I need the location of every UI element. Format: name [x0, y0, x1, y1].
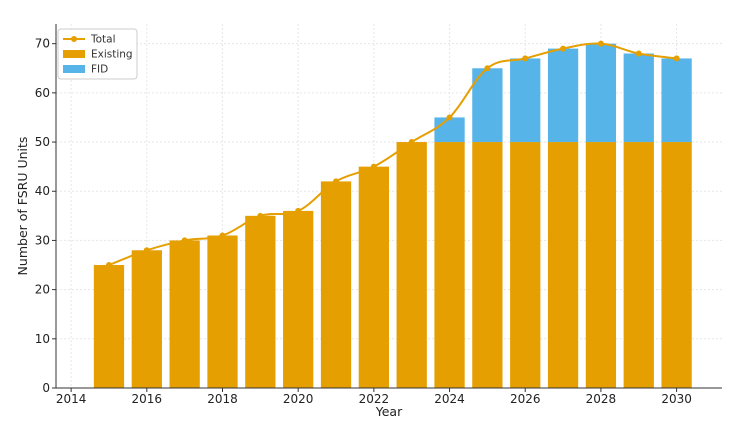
- total-point-2018: [219, 232, 226, 239]
- total-point-2016: [143, 247, 150, 254]
- bar-fid-2024: [434, 117, 465, 143]
- legend-existing-label: Existing: [91, 49, 133, 61]
- total-point-2020: [295, 207, 302, 214]
- bars: [93, 43, 692, 388]
- legend-total-marker: [71, 36, 77, 42]
- total-point-2029: [635, 50, 642, 57]
- legend-total-label: Total: [90, 34, 116, 46]
- y-tick-label: 50: [35, 135, 50, 149]
- x-tick-label: 2020: [283, 392, 314, 406]
- bar-existing-2024: [434, 142, 465, 388]
- legend: Total Existing FID: [57, 28, 138, 80]
- bar-existing-2016: [131, 250, 162, 388]
- bar-fid-2027: [547, 48, 579, 143]
- legend-existing-swatch: [63, 50, 85, 58]
- y-tick-label: 10: [35, 332, 50, 346]
- total-point-2025: [484, 65, 491, 72]
- total-point-2028: [597, 40, 604, 47]
- total-point-2022: [370, 163, 377, 170]
- x-tick-label: 2024: [434, 392, 465, 406]
- total-point-2021: [333, 178, 340, 185]
- legend-fid-swatch: [63, 65, 85, 73]
- total-point-2024: [446, 114, 453, 121]
- bar-existing-2021: [320, 181, 352, 388]
- bar-existing-2019: [245, 215, 276, 388]
- bar-fid-2030: [661, 58, 692, 143]
- x-tick-label: 2016: [132, 392, 163, 406]
- bar-existing-2028: [585, 142, 617, 388]
- x-tick-label: 2022: [359, 392, 390, 406]
- bar-existing-2025: [472, 142, 503, 388]
- y-tick-label: 40: [35, 184, 50, 198]
- total-point-2027: [560, 45, 567, 52]
- total-point-2017: [181, 237, 188, 244]
- total-point-2026: [522, 55, 529, 62]
- bar-existing-2018: [207, 235, 238, 388]
- total-line-path: [108, 42, 677, 266]
- bar-existing-2027: [547, 142, 579, 388]
- bar-fid-2028: [585, 43, 617, 143]
- total-point-2023: [408, 139, 415, 146]
- x-tick-label: 2026: [510, 392, 541, 406]
- y-tick-label: 60: [35, 86, 50, 100]
- bar-existing-2015: [93, 265, 125, 388]
- ticks: 2014 2016 2018 2020 2022 2024 2026 2028 20300102…: [35, 37, 692, 406]
- y-tick-label: 30: [35, 233, 50, 247]
- bar-fid-2029: [623, 53, 654, 143]
- total-point-2030: [673, 55, 680, 62]
- y-axis-label: Number of FSRU Units: [15, 137, 30, 276]
- bar-existing-2029: [623, 142, 654, 388]
- total-point-2019: [257, 212, 264, 219]
- x-axis-label: Year: [375, 404, 403, 419]
- bar-existing-2023: [396, 142, 427, 388]
- x-tick-label: 2014: [56, 392, 87, 406]
- y-tick-label: 20: [35, 283, 50, 297]
- y-tick-label: 70: [35, 37, 50, 51]
- bar-existing-2026: [510, 142, 541, 388]
- y-tick-label: 0: [42, 381, 50, 395]
- total-line: [105, 40, 680, 269]
- x-tick-label: 2028: [586, 392, 617, 406]
- x-tick-label: 2030: [661, 392, 692, 406]
- axes: [55, 24, 722, 389]
- bar-existing-2022: [358, 166, 389, 388]
- bar-fid-2026: [510, 58, 541, 143]
- bar-existing-2020: [283, 210, 314, 388]
- x-tick-label: 2018: [207, 392, 238, 406]
- bar-existing-2030: [661, 142, 692, 388]
- total-point-2015: [105, 262, 112, 269]
- legend-fid-label: FID: [91, 64, 108, 76]
- bar-existing-2017: [169, 240, 200, 388]
